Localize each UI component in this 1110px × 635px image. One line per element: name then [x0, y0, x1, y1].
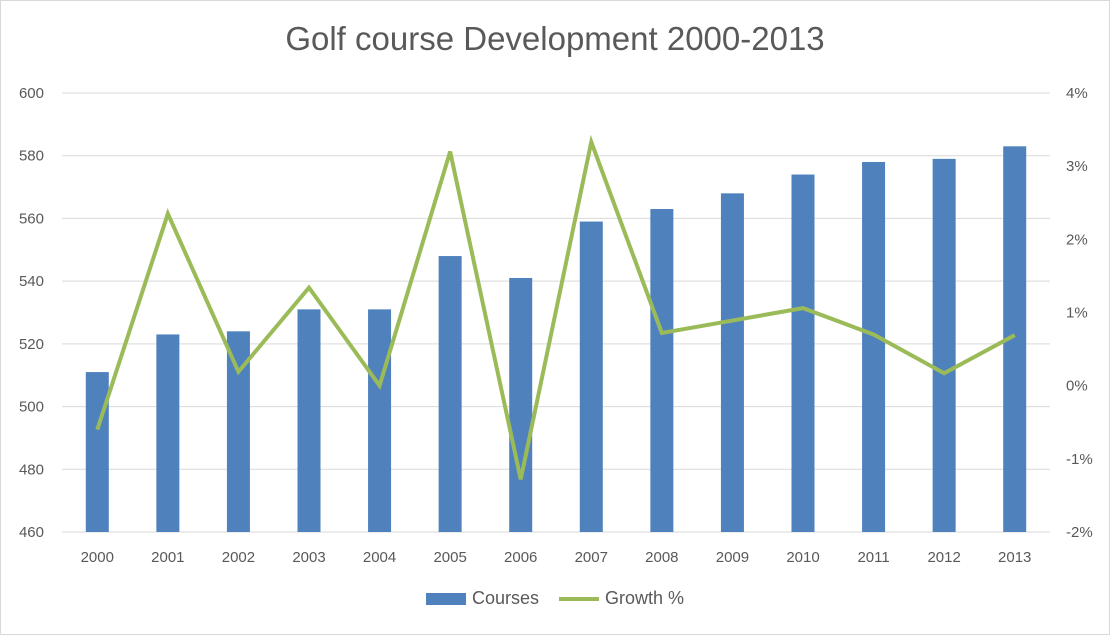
right-tick-label: 1% — [1066, 305, 1088, 322]
bar-courses — [226, 331, 250, 532]
right-tick-label: 2% — [1066, 231, 1088, 248]
bar-courses — [791, 174, 815, 532]
bar-courses — [156, 334, 180, 532]
grid-lines — [62, 92, 1050, 533]
left-tick-label: 540 — [19, 273, 44, 290]
x-tick-label: 2008 — [645, 549, 678, 566]
legend-label-growth: Growth % — [605, 588, 685, 608]
right-tick-label: -2% — [1066, 524, 1093, 541]
bar-courses — [720, 193, 744, 533]
x-tick-label: 2003 — [292, 549, 325, 566]
legend-item-courses: Courses — [425, 588, 539, 609]
bar-courses — [438, 256, 462, 532]
right-tick-label: -1% — [1066, 451, 1093, 468]
bar-courses — [650, 209, 674, 532]
left-axis-labels: 460 480 500 520 540 560 580 600 — [19, 85, 44, 541]
left-tick-label: 500 — [19, 399, 44, 416]
bar-courses — [85, 372, 109, 532]
x-tick-label: 2002 — [222, 549, 255, 566]
legend-swatch-growth — [559, 596, 599, 601]
left-tick-label: 580 — [19, 148, 44, 165]
legend-swatch-courses — [425, 592, 466, 605]
legend: Courses Growth % — [0, 588, 1110, 609]
line-growth — [95, 134, 1016, 480]
bar-courses — [579, 221, 603, 533]
x-tick-label: 2007 — [575, 549, 608, 566]
right-axis-labels: -2% -1% 0% 1% 2% 3% 4% — [1066, 85, 1093, 541]
left-tick-label: 480 — [19, 461, 44, 478]
bar-courses — [509, 278, 533, 532]
bar-courses — [932, 158, 956, 532]
left-tick-label: 560 — [19, 210, 44, 227]
x-axis-labels: 2000 2001 2002 2003 2004 2005 2006 2007 2008 2009… — [81, 549, 1032, 566]
right-tick-label: 4% — [1066, 85, 1088, 102]
bar-courses — [862, 161, 886, 532]
x-tick-label: 2011 — [857, 549, 889, 566]
x-tick-label: 2000 — [81, 549, 114, 566]
left-tick-label: 600 — [19, 85, 44, 102]
legend-item-growth: Growth % — [559, 588, 684, 609]
x-tick-label: 2013 — [998, 549, 1031, 566]
x-tick-label: 2010 — [786, 549, 819, 566]
x-tick-label: 2001 — [151, 549, 184, 566]
bar-courses — [297, 309, 321, 532]
left-tick-label: 460 — [19, 524, 44, 541]
x-tick-label: 2006 — [504, 549, 537, 566]
x-tick-label: 2005 — [433, 549, 466, 566]
line-series-growth — [95, 134, 1016, 480]
x-tick-label: 2012 — [927, 549, 960, 566]
legend-label-courses: Courses — [471, 588, 539, 608]
left-tick-label: 520 — [19, 336, 44, 353]
bar-courses — [1003, 146, 1027, 533]
chart-title: Golf course Development 2000-2013 — [285, 20, 825, 57]
right-tick-label: 3% — [1066, 158, 1088, 175]
x-tick-label: 2004 — [363, 549, 396, 566]
x-tick-label: 2009 — [716, 549, 749, 566]
right-tick-label: 0% — [1066, 378, 1088, 395]
bar-courses — [368, 309, 392, 532]
